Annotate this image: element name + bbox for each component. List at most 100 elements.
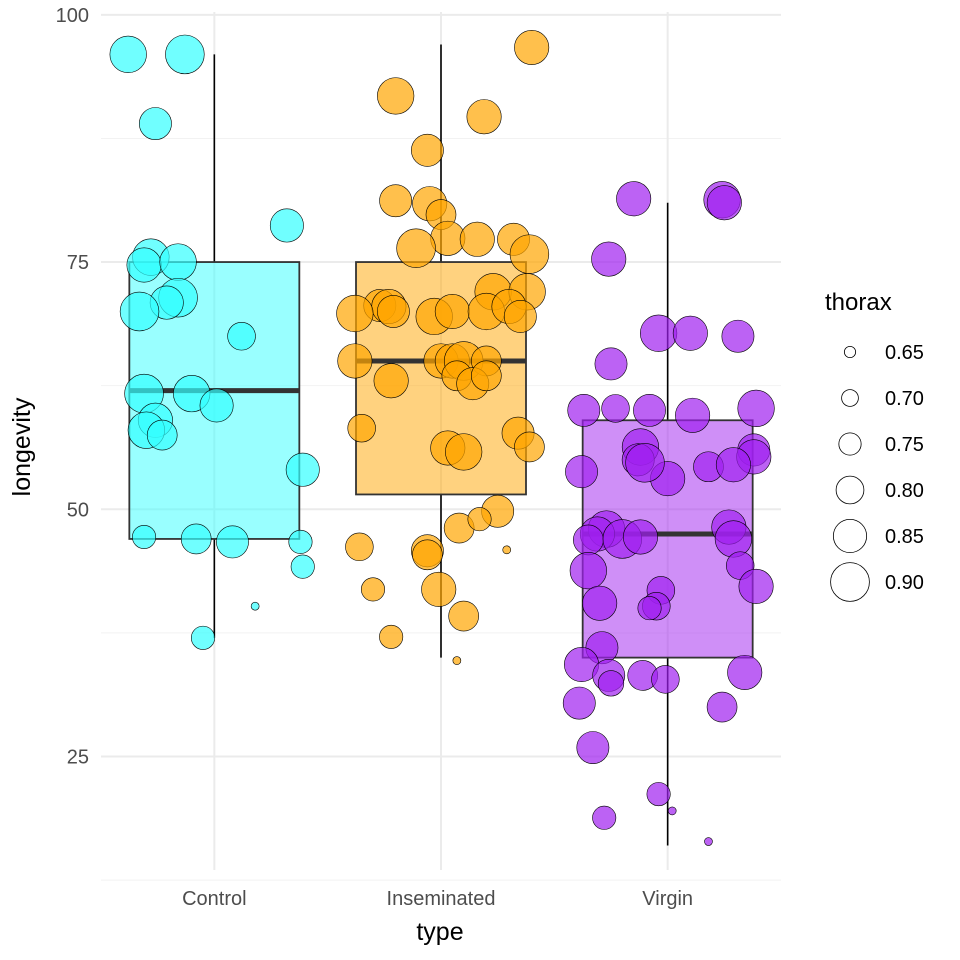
data-point xyxy=(704,837,713,846)
data-point xyxy=(337,343,373,379)
data-point xyxy=(285,452,320,487)
data-point xyxy=(715,447,751,483)
legend-title: thorax xyxy=(825,289,892,316)
data-point xyxy=(269,208,304,243)
data-point xyxy=(434,293,470,329)
data-point xyxy=(597,670,625,697)
size-legend: thorax 0.65 0.70 0.75 0.80 0.85 0.90 xyxy=(825,289,924,602)
data-point xyxy=(132,524,157,549)
data-point xyxy=(714,520,753,558)
data-point xyxy=(445,433,483,471)
data-point xyxy=(565,455,598,489)
data-point xyxy=(396,228,436,268)
data-point xyxy=(373,363,409,399)
data-point xyxy=(146,419,178,451)
boxplot-control xyxy=(128,54,301,638)
legend-key-circle xyxy=(832,518,868,554)
data-point xyxy=(576,731,610,765)
data-point xyxy=(622,519,658,555)
legend-label: 0.75 xyxy=(885,434,924,456)
data-point xyxy=(290,554,315,579)
data-point xyxy=(109,35,147,73)
data-point xyxy=(336,294,374,333)
data-point xyxy=(721,319,755,353)
data-point xyxy=(165,34,205,75)
legend-item: 0.65 xyxy=(843,342,924,364)
points-control xyxy=(109,34,320,650)
x-axis-title: type xyxy=(416,918,463,946)
data-point xyxy=(573,524,604,556)
data-point xyxy=(633,393,666,427)
x-axis-ticks: Control Inseminated Virgin xyxy=(182,888,693,910)
data-point xyxy=(138,107,172,141)
data-point xyxy=(503,300,537,333)
data-point xyxy=(379,624,404,649)
data-point xyxy=(376,295,410,328)
legend-key-circle xyxy=(838,432,862,456)
data-point xyxy=(514,431,545,463)
x-tick-label: Inseminated xyxy=(387,888,496,910)
data-point xyxy=(706,185,742,221)
jitter-points xyxy=(109,29,775,846)
data-point xyxy=(567,393,601,427)
data-point xyxy=(672,315,708,351)
legend-key-circle xyxy=(835,475,865,505)
data-point xyxy=(737,389,775,428)
data-point xyxy=(727,654,763,690)
data-point xyxy=(126,247,162,283)
data-point xyxy=(616,181,652,217)
data-point xyxy=(582,585,618,621)
data-point xyxy=(706,691,738,723)
data-point xyxy=(452,656,462,665)
points-inseminated xyxy=(336,29,550,665)
data-point xyxy=(227,322,256,351)
data-point xyxy=(467,507,492,532)
legend-key-circle xyxy=(830,562,870,602)
data-point xyxy=(502,545,512,555)
legend-key-circle xyxy=(841,389,859,407)
data-point xyxy=(509,234,550,274)
data-point xyxy=(199,388,234,423)
data-point xyxy=(639,314,678,352)
x-tick-label: Control xyxy=(182,888,246,910)
y-tick-label: 50 xyxy=(67,499,89,521)
legend-key-circle xyxy=(843,345,857,359)
data-point xyxy=(637,596,662,621)
data-point xyxy=(448,600,479,632)
x-tick-label: Virgin xyxy=(642,888,693,910)
data-point xyxy=(591,241,627,277)
data-point xyxy=(180,523,212,555)
data-point xyxy=(347,413,376,443)
data-point xyxy=(514,29,550,65)
y-axis-ticks: 25 50 75 100 xyxy=(56,5,89,769)
data-point xyxy=(646,782,671,807)
y-tick-label: 75 xyxy=(67,252,89,274)
data-point xyxy=(216,525,249,559)
legend-item: 0.75 xyxy=(838,432,924,456)
data-point xyxy=(667,806,677,816)
data-point xyxy=(466,99,502,135)
data-point xyxy=(651,665,680,694)
legend-item: 0.80 xyxy=(835,475,924,505)
data-point xyxy=(625,443,665,483)
data-point xyxy=(377,77,415,115)
points-virgin xyxy=(562,181,775,846)
legend-label: 0.65 xyxy=(885,342,924,364)
legend-label: 0.85 xyxy=(885,526,924,548)
data-point xyxy=(594,347,628,381)
data-point xyxy=(345,532,374,562)
data-point xyxy=(379,184,413,218)
legend-label: 0.70 xyxy=(885,388,924,410)
legend-item: 0.90 xyxy=(830,562,924,602)
y-tick-label: 100 xyxy=(56,5,89,27)
data-point xyxy=(412,539,443,571)
data-point xyxy=(471,360,502,392)
data-point xyxy=(459,221,495,257)
data-point xyxy=(601,394,630,423)
data-point xyxy=(250,601,260,611)
legend-item: 0.70 xyxy=(841,388,924,410)
data-point xyxy=(592,805,617,830)
y-tick-label: 25 xyxy=(67,747,89,769)
data-point xyxy=(569,551,607,590)
y-axis-title: longevity xyxy=(8,397,36,496)
